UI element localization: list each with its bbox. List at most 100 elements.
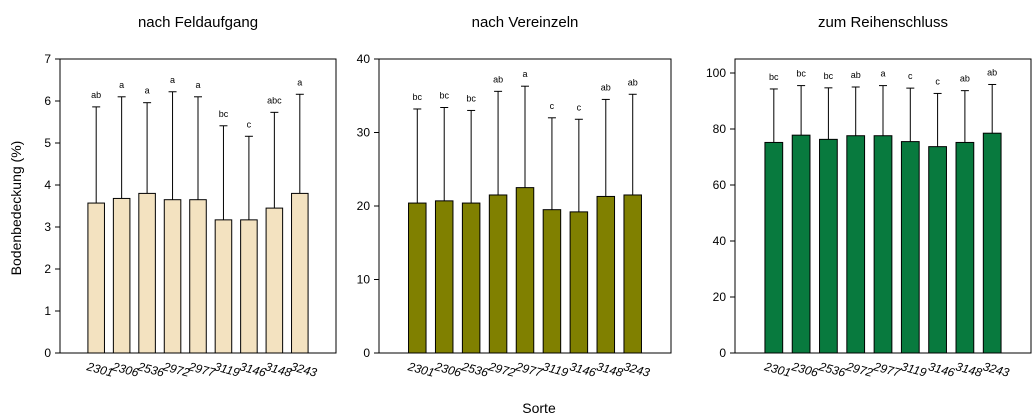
bar-3243 xyxy=(623,194,642,354)
bar-2977 xyxy=(515,187,535,354)
significance-label: ab xyxy=(987,67,997,77)
x-tick-label: 2536 xyxy=(135,359,166,380)
x-tick-label: 3148 xyxy=(954,359,984,380)
significance-label: bc xyxy=(796,69,806,79)
x-tick-label: 3243 xyxy=(622,359,652,380)
y-axis-label: Bodenbedeckung (%) xyxy=(8,141,24,276)
bar-2972 xyxy=(163,199,182,354)
bar-2536 xyxy=(461,202,481,354)
significance-label: ab xyxy=(493,74,503,84)
x-tick-label: 2306 xyxy=(789,359,820,380)
bar-2977 xyxy=(189,199,207,354)
y-tick-label: 7 xyxy=(44,52,51,66)
x-tick-label: 2972 xyxy=(161,359,192,380)
y-tick-label: 10 xyxy=(357,273,371,287)
bar-3119 xyxy=(214,219,233,354)
significance-label: bc xyxy=(466,93,476,103)
x-tick-label: 2536 xyxy=(459,359,490,380)
significance-label: a xyxy=(195,80,200,90)
x-tick-label: 2977 xyxy=(513,359,545,380)
significance-label: a xyxy=(119,80,124,90)
chart-title: nach Feldaufgang xyxy=(138,14,258,31)
bar-3243 xyxy=(291,192,309,354)
significance-label: a xyxy=(522,69,527,79)
x-tick-label: 2536 xyxy=(817,359,848,380)
x-tick-label: 2306 xyxy=(110,359,141,380)
bar-2306 xyxy=(112,197,131,354)
x-tick-label: 2972 xyxy=(486,359,517,380)
significance-label: c xyxy=(935,76,940,86)
significance-label: ab xyxy=(851,70,861,80)
significance-label: bc xyxy=(824,71,834,81)
bar-2536 xyxy=(819,138,838,354)
y-tick-label: 4 xyxy=(44,178,51,192)
y-tick-label: 30 xyxy=(357,126,371,140)
y-tick-label: 1 xyxy=(44,304,51,318)
x-tick-label: 2301 xyxy=(406,359,436,380)
x-tick-label: 2972 xyxy=(844,359,875,380)
x-tick-label: 3119 xyxy=(541,359,570,379)
y-tick-label: 40 xyxy=(713,234,727,248)
bar-2306 xyxy=(791,134,811,354)
bar-2301 xyxy=(87,202,105,354)
bar-2972 xyxy=(846,135,866,354)
y-tick-label: 5 xyxy=(44,136,51,150)
significance-label: a xyxy=(170,75,175,85)
significance-label: bc xyxy=(219,109,229,119)
y-tick-label: 20 xyxy=(713,290,727,304)
bar-2306 xyxy=(434,200,454,354)
significance-label: c xyxy=(550,101,555,111)
y-tick-label: 3 xyxy=(44,220,51,234)
y-tick-label: 60 xyxy=(713,178,727,192)
x-tick-label: 3146 xyxy=(238,359,268,380)
significance-label: ab xyxy=(628,77,638,87)
chart-panels: nach Feldaufgang 0 1 2 3 4 5 6 7 ab 2301 a 2306 a 2536… xyxy=(44,14,1032,380)
x-tick-label: 3119 xyxy=(900,359,929,379)
bar-3146 xyxy=(569,211,589,354)
bar-2536 xyxy=(138,192,156,354)
x-tick-label: 3148 xyxy=(264,359,294,380)
chart-panel-3: zum Reihenschluss 0 20 40 60 80 100 bc 2301 bc 230… xyxy=(706,14,1032,380)
significance-label: c xyxy=(247,119,252,129)
x-tick-label: 3146 xyxy=(568,359,598,380)
bar-3119 xyxy=(900,141,920,354)
x-tick-label: 3243 xyxy=(981,359,1011,380)
bar-2301 xyxy=(408,202,427,354)
significance-label: abc xyxy=(267,95,282,105)
bar-3148 xyxy=(596,195,616,354)
chart-title: zum Reihenschluss xyxy=(818,14,948,31)
y-tick-label: 0 xyxy=(719,346,726,360)
significance-label: ab xyxy=(960,74,970,84)
y-tick-label: 0 xyxy=(44,346,51,360)
significance-label: bc xyxy=(439,91,449,101)
chart-title: nach Vereinzeln xyxy=(472,14,579,31)
chart-panel-1: nach Feldaufgang 0 1 2 3 4 5 6 7 ab 2301 a 2306 a 2536… xyxy=(44,14,337,380)
x-tick-label: 3148 xyxy=(595,359,625,380)
x-tick-label: 3119 xyxy=(213,359,242,379)
chart-panel-2: nach Vereinzeln 0 10 20 30 40 bc 2301 bc 2306 bc 25… xyxy=(357,14,672,380)
significance-label: a xyxy=(297,77,302,87)
y-tick-label: 80 xyxy=(713,122,727,136)
x-tick-label: 3146 xyxy=(927,359,957,380)
bar-2977 xyxy=(873,135,893,354)
bar-3243 xyxy=(982,132,1002,354)
significance-label: a xyxy=(880,69,885,79)
bar-3148 xyxy=(955,141,975,354)
y-tick-label: 40 xyxy=(357,52,371,66)
x-tick-label: 2306 xyxy=(432,359,463,380)
significance-label: ab xyxy=(601,82,611,92)
y-tick-label: 6 xyxy=(44,94,51,108)
y-tick-label: 0 xyxy=(363,346,370,360)
significance-label: bc xyxy=(769,72,779,82)
bar-3148 xyxy=(265,207,284,354)
y-tick-label: 100 xyxy=(706,66,726,80)
y-tick-label: 2 xyxy=(44,262,51,276)
bar-3146 xyxy=(928,146,947,354)
x-tick-label: 3243 xyxy=(289,359,319,380)
bar-3119 xyxy=(542,209,562,354)
significance-label: c xyxy=(577,102,582,112)
x-tick-label: 2301 xyxy=(762,359,792,380)
x-tick-label: 2977 xyxy=(871,359,903,380)
bar-2972 xyxy=(488,194,508,354)
